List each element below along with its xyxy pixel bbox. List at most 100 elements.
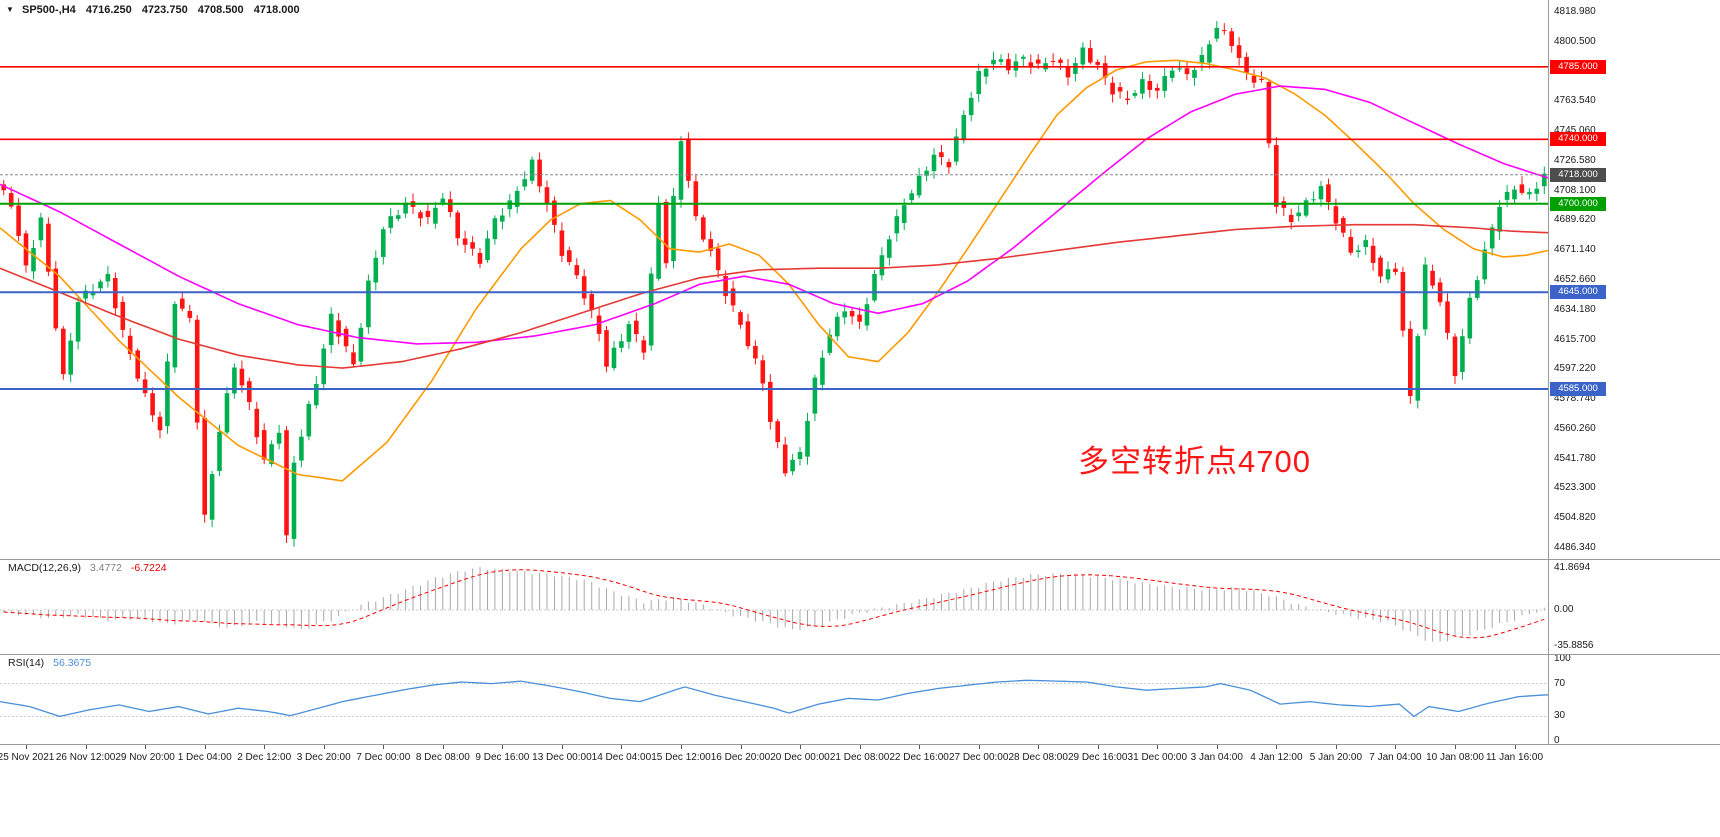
- time-axis-label: 1 Dec 04:00: [177, 752, 232, 763]
- time-axis-label: 10 Jan 08:00: [1426, 752, 1484, 763]
- ma-slow-red-line[interactable]: [0, 223, 1548, 369]
- price-axis-label: 4560.260: [1554, 422, 1596, 434]
- macd-signal-value: -6.7224: [130, 562, 167, 574]
- time-axis-tick: [1038, 745, 1040, 749]
- price-axis-label: 4523.300: [1554, 482, 1596, 494]
- time-axis-label: 9 Dec 16:00: [475, 752, 530, 763]
- price-axis-label: 4597.220: [1554, 363, 1596, 375]
- time-axis-tick: [145, 745, 147, 749]
- price-axis-strip[interactable]: 4785.000 4740.000 4700.000 4645.000 4585.000…: [1548, 0, 1720, 772]
- time-axis-tick: [978, 745, 980, 749]
- time-axis-label: 25 Nov 2021: [0, 752, 55, 763]
- time-axis-label: 7 Jan 04:00: [1369, 752, 1422, 763]
- time-axis-label: 22 Dec 16:00: [889, 752, 949, 763]
- level-price-tag: 4645.000: [1550, 285, 1606, 300]
- macd-signal-line[interactable]: [3, 569, 1545, 639]
- price-axis-label: 4708.100: [1554, 184, 1596, 196]
- price-axis-label: 4745.060: [1554, 125, 1596, 137]
- time-axis-border: [0, 744, 1720, 745]
- time-axis-label: 15 Dec 12:00: [651, 752, 711, 763]
- time-axis-tick: [621, 745, 623, 749]
- price-axis-label: 4504.820: [1554, 512, 1596, 524]
- time-axis-tick: [26, 745, 27, 749]
- time-axis-label: 3 Jan 04:00: [1190, 752, 1243, 763]
- price-axis-border: [1548, 0, 1549, 745]
- low-value: 4708.500: [197, 4, 244, 16]
- time-axis-label: 29 Dec 16:00: [1067, 752, 1128, 763]
- price-axis-label: 4763.540: [1554, 95, 1596, 107]
- price-axis-label: 4578.740: [1554, 393, 1596, 405]
- macd-main-value: 3.4772: [89, 562, 122, 574]
- time-axis-tick: [859, 745, 861, 749]
- macd-panel-canvas[interactable]: [0, 560, 1548, 654]
- rsi-panel-canvas[interactable]: [0, 655, 1548, 744]
- time-axis-label: 13 Dec 00:00: [532, 752, 592, 763]
- time-axis-tick: [502, 745, 504, 749]
- rsi-line[interactable]: [0, 679, 1548, 718]
- time-axis-tick: [681, 745, 682, 749]
- time-axis-tick: [85, 745, 87, 749]
- ma-fast-orange-line[interactable]: [0, 59, 1548, 482]
- rsi-axis-label: 100: [1554, 653, 1571, 664]
- time-axis-tick: [383, 745, 385, 749]
- time-axis-tick: [800, 745, 801, 749]
- price-axis-label: 4726.580: [1554, 154, 1596, 166]
- ma-mid-magenta-line[interactable]: [0, 85, 1548, 345]
- chart-text-annotation[interactable]: 多空转折点4700: [1078, 444, 1311, 479]
- time-axis-tick: [1216, 745, 1218, 749]
- time-axis-tick: [1157, 745, 1159, 749]
- time-axis-tick: [919, 745, 921, 749]
- rsi-value: 56.3675: [53, 657, 92, 669]
- rsi-axis-label: 30: [1554, 710, 1566, 722]
- time-axis-label: 4 Jan 12:00: [1250, 752, 1303, 763]
- time-axis-tick: [1276, 745, 1278, 749]
- price-axis-label: 4652.660: [1554, 274, 1596, 285]
- time-axis-label: 29 Nov 20:00: [115, 752, 175, 763]
- time-axis-tick: [740, 745, 742, 749]
- high-value: 4723.750: [141, 4, 188, 16]
- time-axis-label: 14 Dec 04:00: [591, 752, 652, 763]
- time-axis-label: 11 Jan 16:00: [1485, 752, 1544, 763]
- time-axis-label: 26 Nov 12:00: [55, 752, 116, 763]
- time-axis-tick: [204, 745, 206, 749]
- close-value: 4718.000: [253, 4, 300, 16]
- price-chart-canvas[interactable]: [0, 0, 1548, 559]
- time-axis-tick: [264, 745, 266, 749]
- panel-divider-main-macd[interactable]: [0, 559, 1720, 560]
- time-axis-label: 27 Dec 00:00: [948, 752, 1009, 763]
- candlestick-series: [1, 21, 1547, 547]
- time-axis-tick: [1455, 745, 1456, 749]
- rsi-label: RSI(14): [8, 657, 45, 669]
- time-axis-strip[interactable]: 25 Nov 2021 26 Nov 12:00 29 Nov 20:00 1 Dec…: [0, 745, 1720, 777]
- time-axis-tick: [1514, 745, 1516, 749]
- panel-divider-macd-rsi[interactable]: [0, 654, 1720, 655]
- open-value: 4716.250: [85, 4, 132, 16]
- level-price-tag: 4785.000: [1550, 59, 1606, 74]
- price-axis-label: 4615.700: [1554, 333, 1596, 345]
- chart-menu-icon[interactable]: ▼: [6, 5, 14, 14]
- time-axis-label: 21 Dec 08:00: [829, 752, 890, 763]
- macd-label: MACD(12,26,9): [8, 562, 81, 574]
- current-price-tag: 4718.000: [1550, 167, 1606, 182]
- macd-histogram: [3, 567, 1545, 642]
- rsi-header: RSI(14) 56.3675: [8, 657, 97, 669]
- price-axis-label: 4689.620: [1554, 214, 1596, 226]
- level-price-tag: 4740.000: [1550, 132, 1606, 147]
- time-axis-label: 28 Dec 08:00: [1008, 752, 1068, 763]
- time-axis-label: 3 Dec 20:00: [296, 752, 351, 763]
- time-axis-label: 7 Dec 00:00: [356, 752, 411, 763]
- price-axis-label: 4486.340: [1554, 542, 1596, 553]
- price-axis-label: 4634.180: [1554, 303, 1596, 315]
- time-axis-tick: [323, 745, 325, 749]
- time-axis-tick: [1395, 745, 1397, 749]
- price-axis-label: 4818.980: [1554, 6, 1596, 17]
- macd-axis-label: 41.8694: [1554, 562, 1591, 574]
- time-axis-tick: [1097, 745, 1099, 749]
- symbol-timeframe-label: SP500-,H4: [21, 4, 76, 16]
- time-axis-label: 20 Dec 00:00: [770, 752, 830, 763]
- macd-header: MACD(12,26,9) 3.4772 -6.7224: [8, 562, 173, 574]
- price-axis-label: 4671.140: [1554, 244, 1596, 256]
- rsi-axis-label: 0: [1554, 735, 1560, 746]
- time-axis-label: 16 Dec 20:00: [710, 752, 771, 763]
